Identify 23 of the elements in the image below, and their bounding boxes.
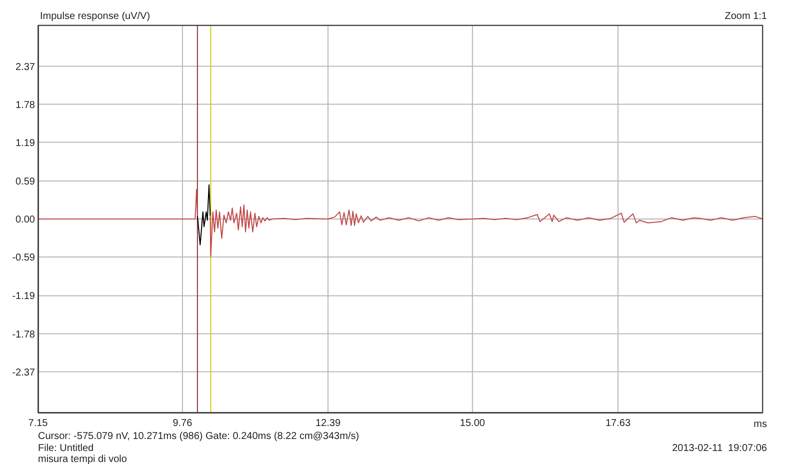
text: File: Untitled [38, 443, 94, 454]
text: Zoom 1:1 [724, 11, 767, 22]
y-tick-label: -2.37 [12, 367, 36, 378]
line-series [210, 204, 763, 257]
text: Cursor: -575.079 nV, 10.271ms (986) Gate: 0.240ms (8.22 cm@343m/s) [38, 431, 360, 442]
text: misura tempi di volo [38, 454, 127, 464]
y-tick-label: 0.00 [16, 214, 36, 226]
y-tick-label: 1.78 [16, 100, 36, 111]
x-tick-label: 15.00 [460, 418, 486, 430]
x-tick-label: 7.15 [28, 418, 48, 430]
line-series [196, 184, 211, 246]
chart-title: Impulse response (uV/V) [40, 11, 150, 22]
x-tick-label: 17.63 [605, 418, 631, 430]
y-tick-label: 1.19 [16, 138, 36, 149]
y-tick-label: -1.19 [12, 291, 36, 302]
text: 2013-02-11 19:07:06 [672, 443, 767, 454]
x-axis-title: ms [754, 419, 767, 430]
x-tick-label: 12.39 [315, 418, 341, 430]
x-tick-label: 9.76 [172, 418, 193, 430]
y-tick-label: -0.59 [12, 252, 36, 264]
y-tick-label: 2.37 [16, 62, 36, 73]
y-tick-label: 0.59 [16, 176, 36, 188]
y-tick-label: -1.78 [12, 329, 36, 340]
